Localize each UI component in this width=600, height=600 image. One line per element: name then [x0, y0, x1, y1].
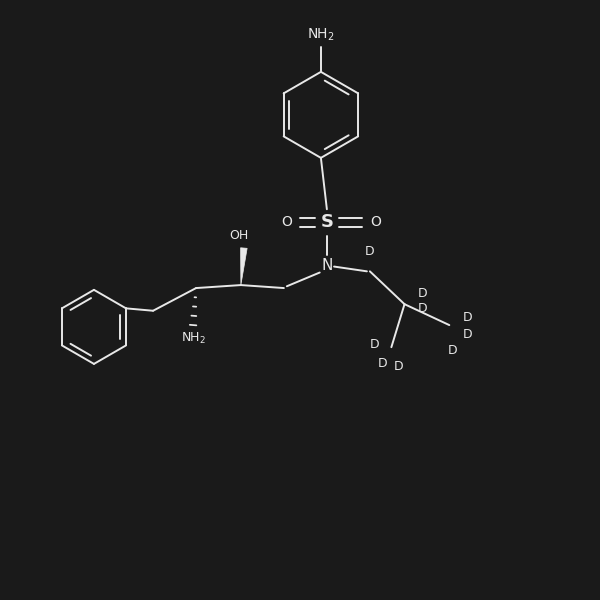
Text: N: N: [321, 258, 332, 273]
Text: NH$_2$: NH$_2$: [307, 27, 335, 43]
Text: D: D: [365, 245, 374, 258]
Text: O: O: [370, 215, 381, 229]
Text: D: D: [418, 302, 427, 316]
Text: D: D: [448, 344, 457, 357]
Text: D: D: [370, 338, 379, 350]
Text: NH$_2$: NH$_2$: [181, 331, 206, 346]
Text: D: D: [394, 360, 403, 373]
Text: D: D: [377, 358, 387, 370]
Text: O: O: [281, 215, 292, 229]
Text: D: D: [463, 328, 472, 341]
Text: S: S: [320, 214, 334, 232]
Text: D: D: [418, 287, 427, 300]
Text: OH: OH: [229, 229, 249, 242]
Polygon shape: [241, 248, 247, 285]
Text: D: D: [463, 311, 472, 325]
